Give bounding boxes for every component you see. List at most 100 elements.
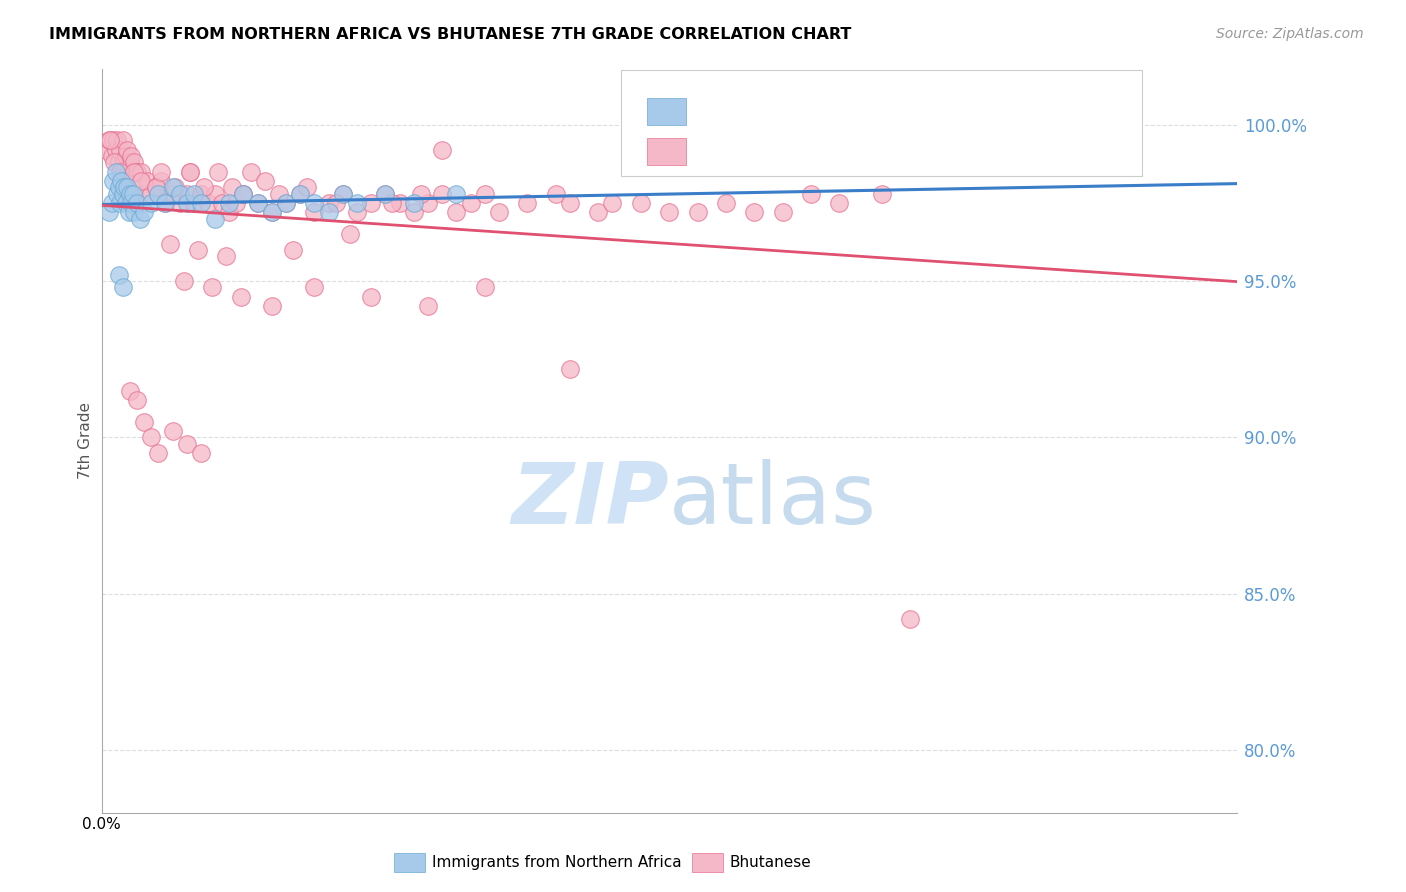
Point — [121, 164, 143, 178]
Point — [115, 180, 138, 194]
Point — [162, 424, 184, 438]
Point — [558, 361, 581, 376]
Point — [134, 186, 156, 201]
Point — [218, 196, 240, 211]
Point — [193, 180, 215, 194]
Point — [104, 143, 127, 157]
Point — [416, 299, 439, 313]
Point — [107, 180, 129, 194]
Point — [100, 149, 122, 163]
Point — [101, 174, 124, 188]
Point — [742, 205, 765, 219]
Point — [239, 164, 262, 178]
Point — [460, 196, 482, 211]
Point — [318, 205, 340, 219]
Text: Source: ZipAtlas.com: Source: ZipAtlas.com — [1216, 27, 1364, 41]
Point — [260, 205, 283, 219]
Point — [107, 155, 129, 169]
Point — [136, 174, 159, 188]
Point — [290, 186, 312, 201]
Point — [155, 196, 177, 211]
Point — [304, 196, 326, 211]
Point — [772, 205, 794, 219]
Point — [204, 186, 226, 201]
Point — [446, 205, 468, 219]
Point — [141, 430, 163, 444]
Point — [246, 196, 269, 211]
Point — [125, 164, 148, 178]
Point — [129, 174, 152, 188]
Point — [115, 143, 138, 157]
Point — [120, 149, 142, 163]
Point — [129, 211, 152, 226]
Point — [274, 196, 297, 211]
Point — [176, 186, 198, 201]
Point — [232, 186, 254, 201]
Point — [159, 236, 181, 251]
Point — [141, 196, 163, 211]
Point — [94, 143, 117, 157]
Point — [176, 436, 198, 450]
Point — [325, 196, 347, 211]
Point — [148, 186, 170, 201]
Point — [474, 186, 496, 201]
Point — [105, 186, 128, 201]
Point — [281, 243, 304, 257]
Point — [602, 196, 624, 211]
Point — [544, 186, 567, 201]
Point — [162, 186, 184, 201]
Point — [229, 290, 252, 304]
Text: R = 0.579   N = 44: R = 0.579 N = 44 — [699, 103, 883, 120]
Point — [204, 211, 226, 226]
Point — [183, 196, 205, 211]
Point — [586, 205, 609, 219]
Point — [100, 196, 122, 211]
Point — [297, 180, 319, 194]
Point — [558, 196, 581, 211]
Point — [381, 196, 404, 211]
Point — [430, 186, 453, 201]
Point — [416, 196, 439, 211]
Point — [374, 186, 396, 201]
Point — [318, 196, 340, 211]
Point — [108, 164, 131, 178]
Point — [388, 196, 411, 211]
Point — [173, 274, 195, 288]
Point — [332, 186, 354, 201]
Point — [118, 155, 141, 169]
Point — [118, 384, 141, 398]
Point — [260, 205, 283, 219]
Point — [686, 205, 709, 219]
Point — [190, 196, 212, 211]
Point — [221, 180, 243, 194]
Point — [104, 164, 127, 178]
Point — [179, 164, 201, 178]
Point — [304, 205, 326, 219]
Point — [107, 268, 129, 282]
Point — [112, 174, 135, 188]
Point — [176, 196, 198, 211]
Point — [304, 280, 326, 294]
Point — [898, 612, 921, 626]
Point — [134, 205, 156, 219]
Point — [101, 133, 124, 147]
Point — [111, 133, 134, 147]
Y-axis label: 7th Grade: 7th Grade — [79, 402, 93, 479]
Point — [211, 196, 233, 211]
Point — [346, 205, 368, 219]
Point — [145, 180, 167, 194]
Point — [148, 446, 170, 460]
Point — [179, 164, 201, 178]
Point — [112, 180, 135, 194]
Point — [117, 205, 139, 219]
Point — [98, 133, 121, 147]
Point — [125, 392, 148, 407]
Point — [225, 196, 247, 211]
Point — [148, 186, 170, 201]
Point — [165, 180, 187, 194]
Point — [105, 133, 128, 147]
Point — [409, 186, 432, 201]
Point — [108, 196, 131, 211]
Point — [120, 196, 142, 211]
Point — [232, 186, 254, 201]
